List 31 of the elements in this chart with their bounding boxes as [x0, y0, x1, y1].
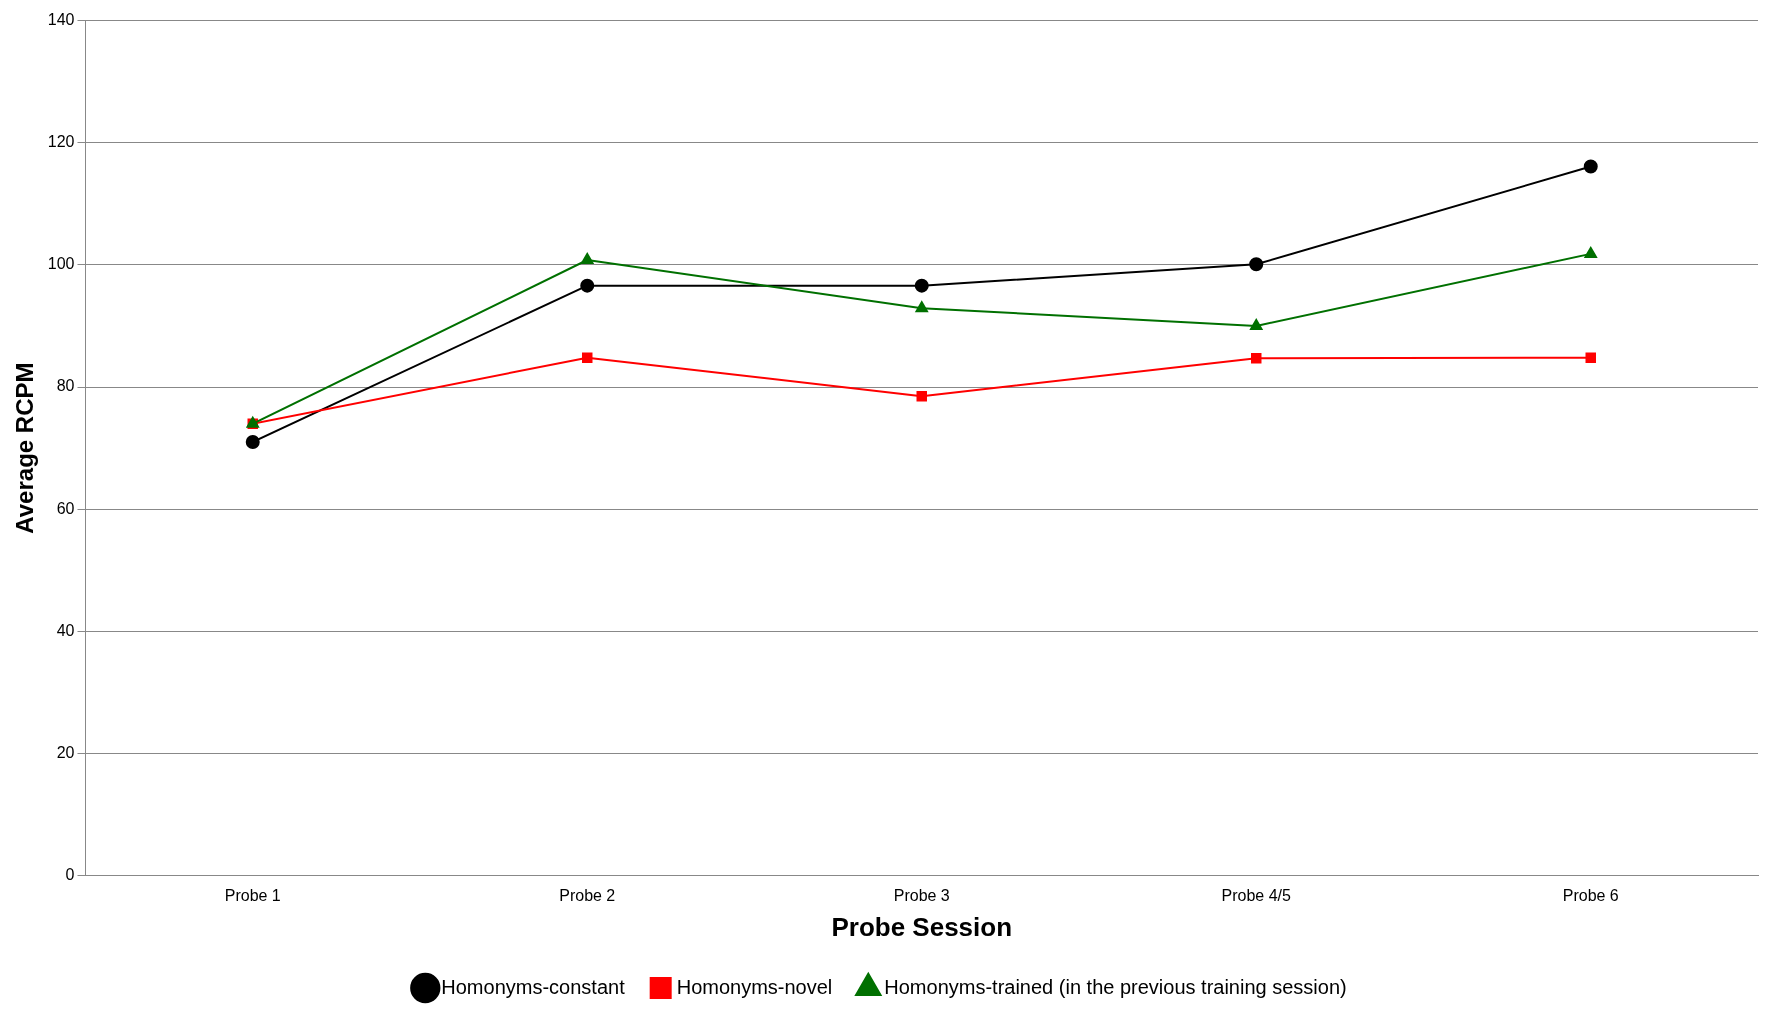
point [916, 390, 927, 402]
legend-label: Homonyms-trained (in the previous training session) [884, 975, 1347, 998]
point [582, 352, 593, 363]
y-axis-title: Average RCPM [11, 362, 39, 534]
point [581, 253, 594, 264]
x-axis-title: Probe Session [831, 911, 1013, 942]
y-tick-label: 80 [56, 377, 75, 395]
y-tick-label: 100 [47, 255, 75, 273]
x-tick-label: Probe 2 [559, 886, 616, 904]
point [1585, 352, 1596, 363]
point [1584, 246, 1597, 258]
y-tick-label: 60 [56, 499, 75, 517]
legend-label: Homonyms-novel [676, 975, 833, 998]
point [914, 278, 929, 293]
x-tick-label: Probe 6 [1562, 886, 1619, 904]
point [1251, 353, 1262, 364]
y-tick-label: 20 [56, 743, 75, 761]
point [915, 301, 928, 313]
y-tick-label: 140 [47, 11, 75, 29]
point [580, 278, 595, 293]
point [245, 434, 260, 449]
y-tick-label: 120 [47, 133, 75, 151]
x-tick-label: Probe 4/5 [1221, 886, 1292, 904]
y-tick-label: 40 [56, 621, 75, 639]
point [1250, 318, 1263, 330]
point [1249, 257, 1264, 272]
legend-label: Homonyms-constant [441, 975, 626, 998]
y-tick-label: 0 [65, 866, 75, 884]
x-tick-label: Probe 1 [224, 886, 281, 904]
x-tick-label: Probe 3 [893, 886, 950, 904]
point [1583, 159, 1598, 174]
